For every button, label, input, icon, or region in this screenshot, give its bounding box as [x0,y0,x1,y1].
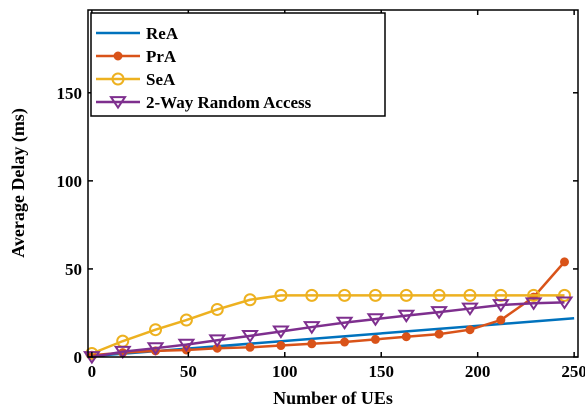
series-1-point-12 [465,325,475,335]
x-tick-label-4: 200 [465,362,491,381]
series-1-point-5 [245,342,255,352]
series-1-point-8 [340,337,350,347]
y-tick-label-1: 50 [65,260,82,279]
series-2-point-12 [463,288,477,302]
series-3-point-8 [335,316,354,331]
legend-entry-0: ReA [96,24,179,43]
legend-marker-3 [109,96,127,110]
series-3-point-7 [302,321,321,335]
series-line-3 [91,301,565,359]
legend-marker-2 [111,72,125,86]
legend-label-1: PrA [146,47,177,66]
series-1-point-13 [496,315,506,325]
series-2-point-8 [338,288,352,302]
x-tick-label-5: 250 [561,362,585,381]
series-2-point-11 [432,288,446,302]
legend: ReA PrA SeA 2-Way Random Access [90,12,386,117]
legend-label-2: SeA [146,70,176,89]
y-tick-label-2: 100 [57,172,83,191]
series-2-point-14 [527,288,541,302]
tick-layer: 0 50 100 150 200 250 0 50 100 150 [57,10,585,381]
series-2-point-15 [557,288,571,302]
series-1-point-7 [307,339,317,349]
series-1-point-6 [276,341,286,351]
series-layer [82,257,575,365]
legend-entry-3: 2-Way Random Access [96,93,312,112]
series-line-1 [91,261,566,357]
x-tick-label-3: 150 [368,362,394,381]
series-3-point-4 [208,334,227,348]
legend-label-3: 2-Way Random Access [146,93,312,112]
y-tick-label-0: 0 [74,348,83,367]
legend-label-0: ReA [146,24,179,43]
x-tick-label-2: 100 [272,362,298,381]
series-1-point-11 [434,329,444,339]
y-tick-label-3: 150 [57,84,83,103]
series-2-point-10 [399,288,413,302]
series-3-point-2 [146,342,165,356]
series-2-point-9 [368,288,382,302]
series-2-point-4 [210,302,224,316]
x-axis-label: Number of UEs [273,388,393,408]
series-3-point-9 [366,313,385,327]
legend-marker-1 [113,51,123,61]
series-3-point-5 [241,329,259,344]
series-line-2 [91,294,565,355]
series-2-point-2 [149,323,163,337]
x-tick-label-1: 50 [180,362,197,381]
series-3-point-10 [397,309,416,324]
series-3-point-3 [177,338,196,353]
x-tick-label-0: 0 [88,362,97,381]
legend-box [90,12,386,117]
series-3-point-14 [524,297,543,311]
series-1-point-15 [559,257,569,267]
series-1-point-9 [370,334,380,344]
series-2-point-7 [305,288,319,302]
series-1-point-10 [401,332,411,342]
legend-entry-1: PrA [96,47,177,66]
series-2-point-3 [179,313,193,327]
legend-entry-2: SeA [96,70,176,89]
series-3-point-11 [430,306,448,320]
series-3-point-15 [555,296,574,310]
series-2-point-6 [274,288,288,302]
y-axis-label: Average Delay (ms) [8,108,29,258]
plot-frame [87,9,579,358]
series-3-point-13 [491,299,510,313]
series-3-point-1 [113,345,132,360]
series-3-point-6 [272,325,290,339]
series-3-point-12 [461,302,479,316]
series-2-point-5 [243,293,257,307]
